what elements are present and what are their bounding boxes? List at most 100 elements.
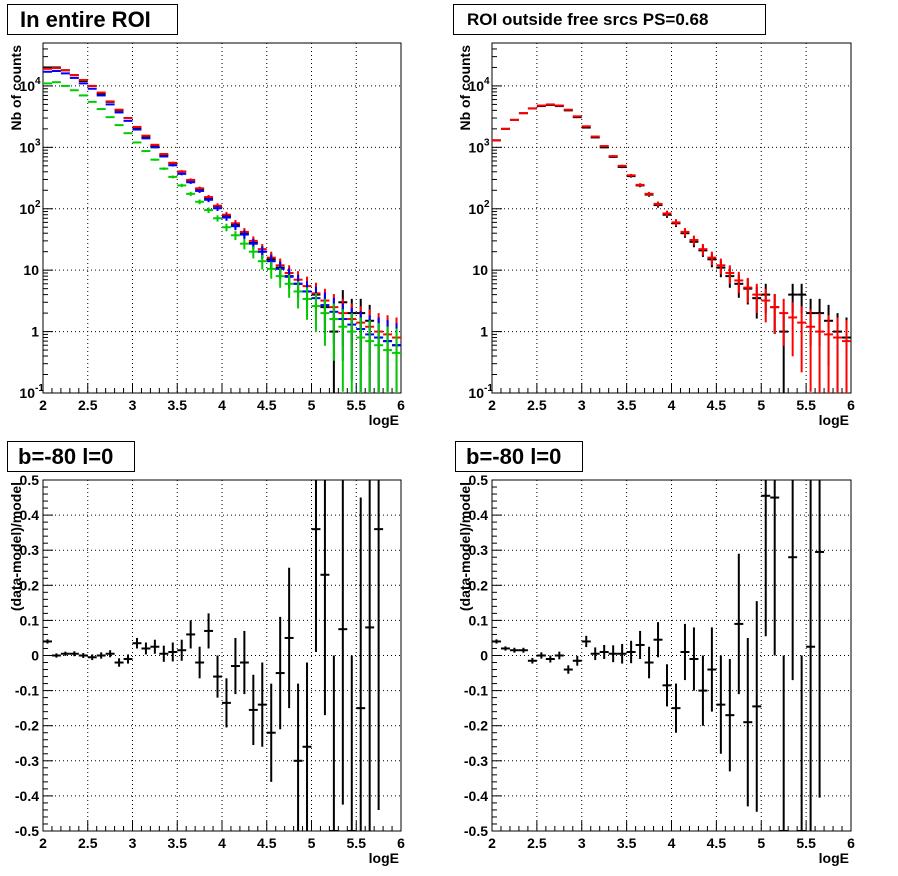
y-axis — [492, 479, 502, 832]
data-point — [177, 170, 187, 173]
x-tick-label: 6 — [397, 397, 405, 413]
data-point — [671, 219, 681, 227]
data-point — [114, 658, 124, 667]
data-point — [78, 82, 88, 85]
data-point — [96, 91, 106, 94]
y-axis-label: (data-model)/model — [457, 482, 473, 611]
data-point — [347, 655, 357, 831]
data-point — [392, 328, 401, 393]
y-tick-label: 0.1 — [469, 612, 489, 628]
data-point — [536, 652, 546, 659]
data-point — [770, 480, 780, 656]
y-tick-label: 1 — [480, 324, 488, 340]
grid-lines — [43, 480, 401, 831]
data-point — [329, 303, 339, 361]
data-point — [806, 480, 816, 831]
data-point — [779, 298, 789, 346]
y-tick-label: 10 — [19, 385, 35, 401]
data-point — [500, 646, 510, 651]
data-point — [87, 100, 97, 103]
y-tick-label: 0.5 — [20, 472, 40, 488]
x-tick-label: 5.5 — [347, 397, 367, 413]
y-tick-label: -0.3 — [15, 753, 39, 769]
panel-title-residual-right: b=-80 l=0 — [455, 441, 583, 472]
y-tick-label: -0.1 — [464, 683, 488, 699]
data-point — [572, 655, 582, 666]
data-point — [78, 653, 88, 658]
data-point — [87, 84, 97, 87]
data-point — [105, 650, 115, 658]
data-point — [87, 654, 97, 661]
y-tick-label: 0.5 — [469, 472, 489, 488]
y-tick-label: 0.3 — [20, 542, 40, 558]
y-tick-label: 0.1 — [20, 612, 40, 628]
data-point — [806, 309, 816, 392]
series-2 — [43, 67, 401, 393]
y-tick-label: 10 — [468, 78, 484, 94]
data-point — [132, 141, 142, 144]
data-point — [96, 94, 106, 97]
data-point — [707, 627, 717, 712]
data-point — [752, 601, 762, 812]
data-point — [123, 654, 133, 664]
data-point — [356, 497, 366, 831]
x-tick-label: 5.5 — [796, 397, 816, 413]
x-axis — [42, 383, 402, 393]
data-point — [177, 183, 187, 188]
data-point — [239, 230, 249, 240]
data-point — [365, 320, 375, 393]
y-tick-label: 0.3 — [469, 542, 489, 558]
data-point — [761, 288, 771, 323]
y-tick-label: 10 — [23, 262, 39, 278]
y-tick-label: -0.4 — [464, 788, 488, 804]
x-axis-label: logE — [819, 412, 849, 428]
data-point — [222, 678, 231, 728]
x-tick-label: 4 — [218, 835, 226, 851]
data-point — [617, 643, 627, 664]
x-axis-label: logE — [369, 850, 399, 866]
data-point — [581, 125, 591, 128]
data-point — [186, 620, 196, 649]
x-tick-label: 5 — [757, 835, 765, 851]
y-axis — [43, 42, 53, 394]
x-tick-label: 6 — [847, 835, 855, 851]
data-points — [492, 480, 825, 831]
y-tick-label: 0.4 — [469, 507, 489, 523]
data-point — [213, 655, 222, 698]
data-point — [788, 480, 798, 681]
x-tick-label: 2 — [488, 397, 496, 413]
data-point — [716, 258, 726, 275]
y-tick-label: -0.1 — [15, 683, 39, 699]
data-point — [635, 630, 645, 660]
data-point — [761, 480, 771, 637]
data-point — [69, 89, 79, 92]
data-point — [87, 87, 97, 90]
x-tick-label: 5.5 — [796, 835, 816, 851]
x-tick-label: 2 — [488, 835, 496, 851]
data-point — [653, 201, 663, 207]
data-point — [833, 317, 843, 393]
data-point — [374, 323, 384, 393]
data-point — [186, 180, 196, 184]
y-tick-label: -0.4 — [15, 788, 39, 804]
x-tick-label: 3 — [578, 835, 586, 851]
data-point — [132, 637, 142, 649]
x-tick-label: 2 — [39, 397, 47, 413]
data-point — [338, 480, 348, 805]
y-tick-label: 10 — [468, 139, 484, 155]
data-point — [698, 243, 708, 256]
data-point — [96, 108, 106, 111]
x-tick-label: 3 — [578, 397, 586, 413]
data-point — [554, 104, 564, 107]
y-tick-label: 0.4 — [20, 507, 40, 523]
data-point — [239, 630, 249, 695]
data-point — [60, 651, 70, 656]
y-tick-label: 10 — [19, 201, 35, 217]
data-point — [383, 326, 393, 393]
x-tick-label: 2 — [39, 835, 47, 851]
data-point — [284, 567, 294, 709]
series-4 — [43, 81, 401, 393]
x-tick-label: 4 — [668, 835, 676, 851]
